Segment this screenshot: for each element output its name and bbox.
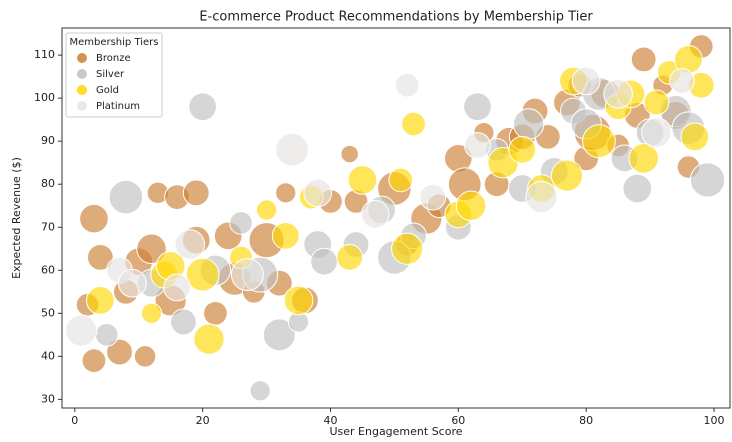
bubble xyxy=(419,183,447,211)
bubble xyxy=(336,243,364,271)
chart-title: E-commerce Product Recommendations by Me… xyxy=(199,10,593,25)
bubble xyxy=(347,165,378,195)
bubble xyxy=(230,258,264,292)
bubble xyxy=(188,92,217,122)
legend-title: Membership Tiers xyxy=(69,37,158,48)
bubble xyxy=(81,348,107,374)
bubble xyxy=(571,66,601,96)
y-axis-label: Expected Revenue ($) xyxy=(10,157,23,279)
bubble xyxy=(641,117,672,148)
legend-box xyxy=(65,32,163,118)
x-tick-label: 80 xyxy=(579,414,593,427)
y-tick-label: 60 xyxy=(41,263,55,276)
legend-label: Silver xyxy=(96,69,125,80)
bubble xyxy=(185,257,220,292)
bubble xyxy=(182,179,210,207)
bubble xyxy=(508,135,537,164)
bubble xyxy=(669,68,695,94)
legend-label: Bronze xyxy=(96,53,131,64)
bubble xyxy=(108,179,144,215)
bubble xyxy=(65,314,98,347)
bubble xyxy=(229,211,253,235)
bubble xyxy=(401,111,426,137)
plot-frame xyxy=(61,27,731,409)
bubble xyxy=(455,190,487,221)
bubble xyxy=(249,380,271,402)
x-tick-label: 60 xyxy=(451,414,465,427)
bubble xyxy=(582,124,616,159)
bubble xyxy=(174,229,206,260)
bubble xyxy=(643,89,670,116)
bubble xyxy=(622,173,653,204)
x-tick-label: 0 xyxy=(71,414,78,427)
bubble xyxy=(203,300,228,326)
bubble xyxy=(525,181,558,214)
bubble xyxy=(310,247,338,276)
legend-label: Platinum xyxy=(96,101,140,112)
legend-marker xyxy=(77,53,87,63)
bubble xyxy=(271,221,300,250)
x-tick-label: 40 xyxy=(323,414,337,427)
bubble xyxy=(603,79,633,109)
bubble xyxy=(133,345,157,368)
x-tick-label: 20 xyxy=(196,414,210,427)
y-tick-label: 30 xyxy=(41,392,55,405)
legend-marker xyxy=(77,85,87,95)
bubble xyxy=(512,108,545,140)
bubble xyxy=(262,318,296,352)
bubble xyxy=(79,203,109,234)
legend-label: Gold xyxy=(96,85,119,96)
bubble xyxy=(463,92,492,122)
legend: Membership Tiers Bronze Silver Gold Platinum xyxy=(65,32,163,118)
x-axis-label: User Engagement Score xyxy=(329,425,462,438)
y-tick-label: 70 xyxy=(41,220,55,233)
bubble xyxy=(394,72,420,98)
bubble xyxy=(550,159,584,192)
bubble xyxy=(283,285,314,316)
bubble xyxy=(86,243,114,271)
bubble xyxy=(689,162,726,198)
plot-area xyxy=(65,34,726,402)
bubble xyxy=(140,302,163,324)
bubble xyxy=(85,286,115,315)
bubble xyxy=(94,323,119,347)
bubble xyxy=(136,233,167,265)
legend-marker xyxy=(77,101,87,111)
bubble xyxy=(117,268,147,298)
x-tick-label: 100 xyxy=(704,414,725,427)
y-tick-label: 50 xyxy=(41,306,55,319)
bubble xyxy=(680,122,710,152)
bubble xyxy=(275,182,297,204)
bubble xyxy=(106,338,133,366)
bubble xyxy=(170,308,197,336)
bubble xyxy=(255,199,278,221)
bubble xyxy=(360,199,390,229)
bubble xyxy=(193,323,225,355)
bubble xyxy=(388,167,414,193)
bubble xyxy=(303,178,333,208)
y-tick-label: 80 xyxy=(41,177,55,190)
bubble xyxy=(275,132,310,167)
bubble xyxy=(340,144,359,164)
bubble xyxy=(628,143,659,174)
bubble xyxy=(464,132,491,159)
bubble xyxy=(391,232,424,265)
y-tick-label: 100 xyxy=(34,91,55,104)
bubble xyxy=(630,46,657,73)
y-tick-label: 90 xyxy=(41,134,55,147)
legend-marker xyxy=(77,69,87,79)
y-tick-label: 40 xyxy=(41,349,55,362)
y-tick-label: 110 xyxy=(34,48,55,61)
bubble xyxy=(163,273,191,302)
